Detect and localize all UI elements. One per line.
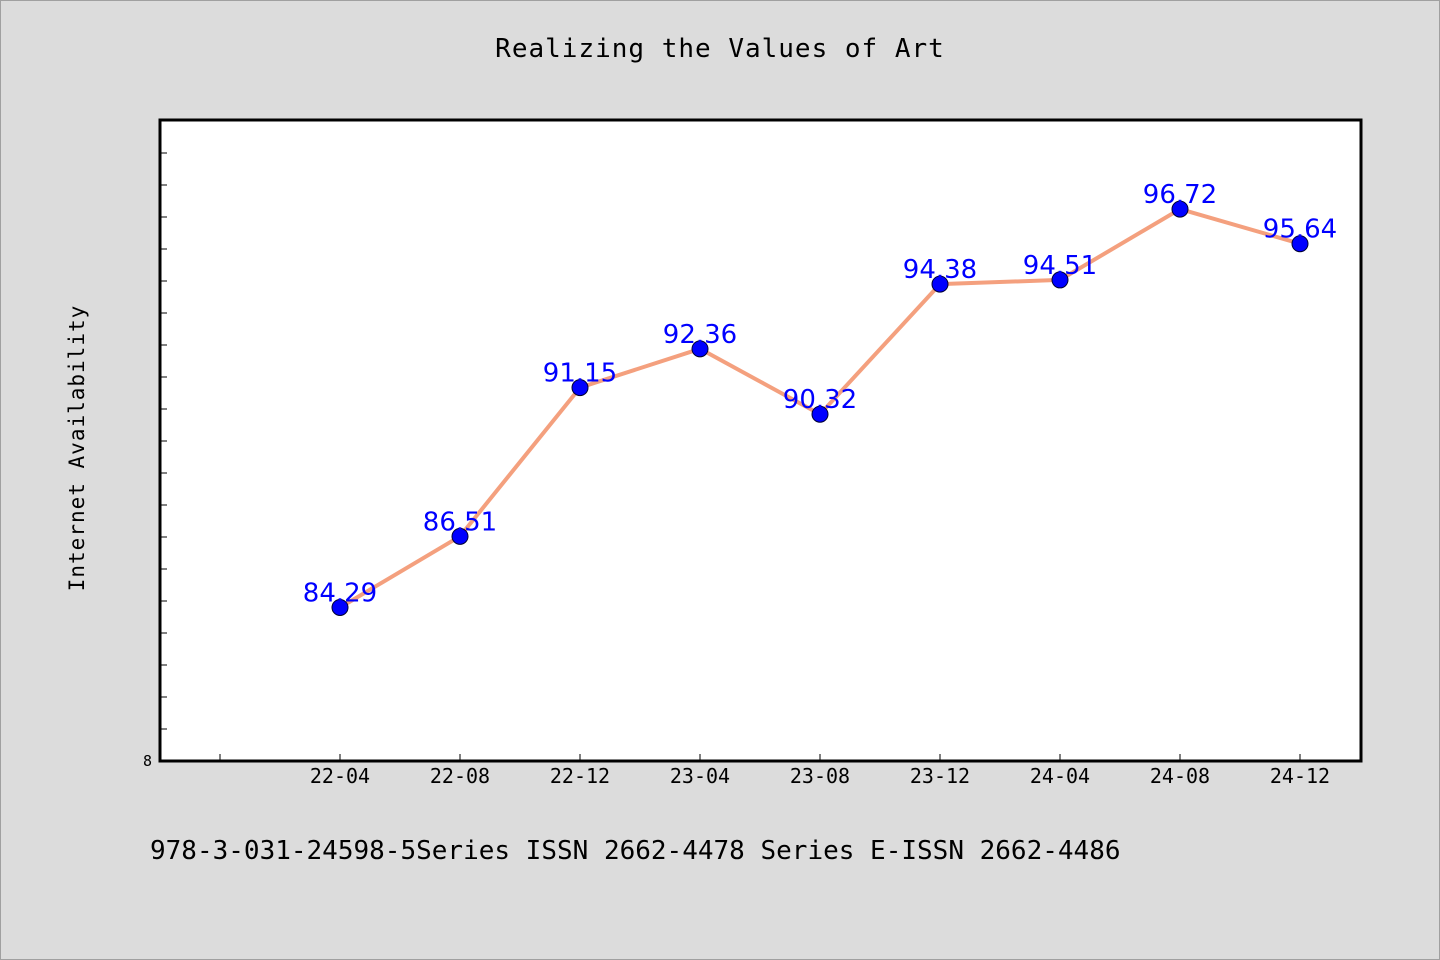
- x-tick-label: 23-08: [790, 764, 850, 788]
- x-tick-label: 23-04: [670, 764, 730, 788]
- x-tick-label: 22-04: [310, 764, 370, 788]
- data-label: 90.32: [783, 385, 857, 415]
- data-label: 84.29: [303, 578, 377, 608]
- data-point: [1291, 235, 1309, 253]
- data-point: [571, 379, 589, 397]
- y-tick-label: 8: [143, 752, 152, 770]
- data-point: [451, 527, 469, 545]
- x-tick-label: 24-08: [1150, 764, 1210, 788]
- data-label: 91.15: [543, 359, 617, 389]
- x-tick-label: 24-04: [1030, 764, 1090, 788]
- plot-area: [158, 118, 1363, 763]
- x-tick-label: 23-12: [910, 764, 970, 788]
- data-point: [331, 598, 349, 616]
- data-point: [931, 275, 949, 293]
- series-layer: [331, 200, 1309, 616]
- data-label: 95.64: [1263, 215, 1337, 245]
- x-tick-label: 22-08: [430, 764, 490, 788]
- data-labels: 84.29 86.51 91.15 92.36 90.32 94.38 94.51 96.72…: [303, 180, 1337, 608]
- data-label: 94.51: [1023, 251, 1097, 281]
- footer-isbn-text: 978-3-031-24598-5Series ISSN 2662-4478 S…: [150, 836, 1121, 866]
- x-ticks: 22-04 22-08 22-12 23-04 23-08 23-12 24-04 24-08…: [219, 754, 1330, 788]
- data-point: [691, 340, 709, 358]
- data-label: 96.72: [1143, 180, 1217, 210]
- data-label: 94.38: [903, 255, 977, 285]
- x-tick-label: 22-12: [550, 764, 610, 788]
- chart-title: Realizing the Values of Art: [495, 34, 945, 64]
- data-point: [811, 405, 829, 423]
- x-tick-label: 24-12: [1270, 764, 1330, 788]
- data-point: [1171, 200, 1189, 218]
- data-label: 86.51: [423, 507, 497, 537]
- data-label: 92.36: [663, 320, 737, 350]
- data-point: [1051, 271, 1069, 289]
- y-ticks: 8: [143, 152, 167, 770]
